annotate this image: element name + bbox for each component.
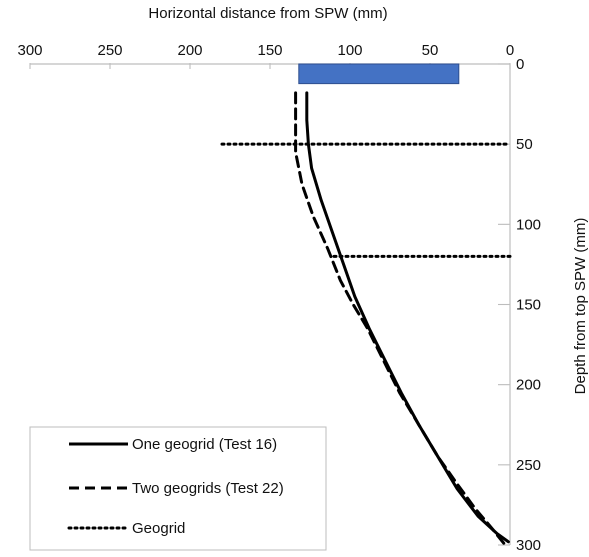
legend-label-one-geogrid: One geogrid (Test 16) [132,436,277,453]
legend-label-geogrid: Geogrid [132,520,185,537]
y-tick-label: 50 [516,136,533,153]
x-tick-label: 250 [97,42,122,59]
series-two-geogrids-line [294,91,507,547]
x-tick-label: 100 [337,42,362,59]
legend: One geogrid (Test 16) Two geogrids (Test… [29,426,327,551]
y-tick-label: 300 [516,537,541,554]
x-tick-label: 50 [422,42,439,59]
x-tick-labels: 300 250 200 150 100 50 0 [17,42,514,59]
series-one-geogrid-line [305,91,510,544]
y-tick-labels: 0 50 100 150 200 250 300 [516,56,541,554]
y-tick-label: 150 [516,297,541,314]
y-axis-title: Depth from top SPW (mm) [572,218,589,395]
y-tick-label: 100 [516,216,541,233]
y-tick-label: 0 [516,56,524,73]
y-tick-label: 250 [516,457,541,474]
y-tick-label: 200 [516,377,541,394]
sheet-pile-wall-block [298,63,460,85]
x-axis-title: Horizontal distance from SPW (mm) [148,5,387,22]
legend-box [29,426,327,551]
x-tick-label: 0 [506,42,514,59]
legend-label-two-geogrids: Two geogrids (Test 22) [132,480,284,497]
plot-layer [220,63,512,547]
x-tick-label: 200 [177,42,202,59]
x-tick-label: 150 [257,42,282,59]
x-tick-label: 300 [17,42,42,59]
